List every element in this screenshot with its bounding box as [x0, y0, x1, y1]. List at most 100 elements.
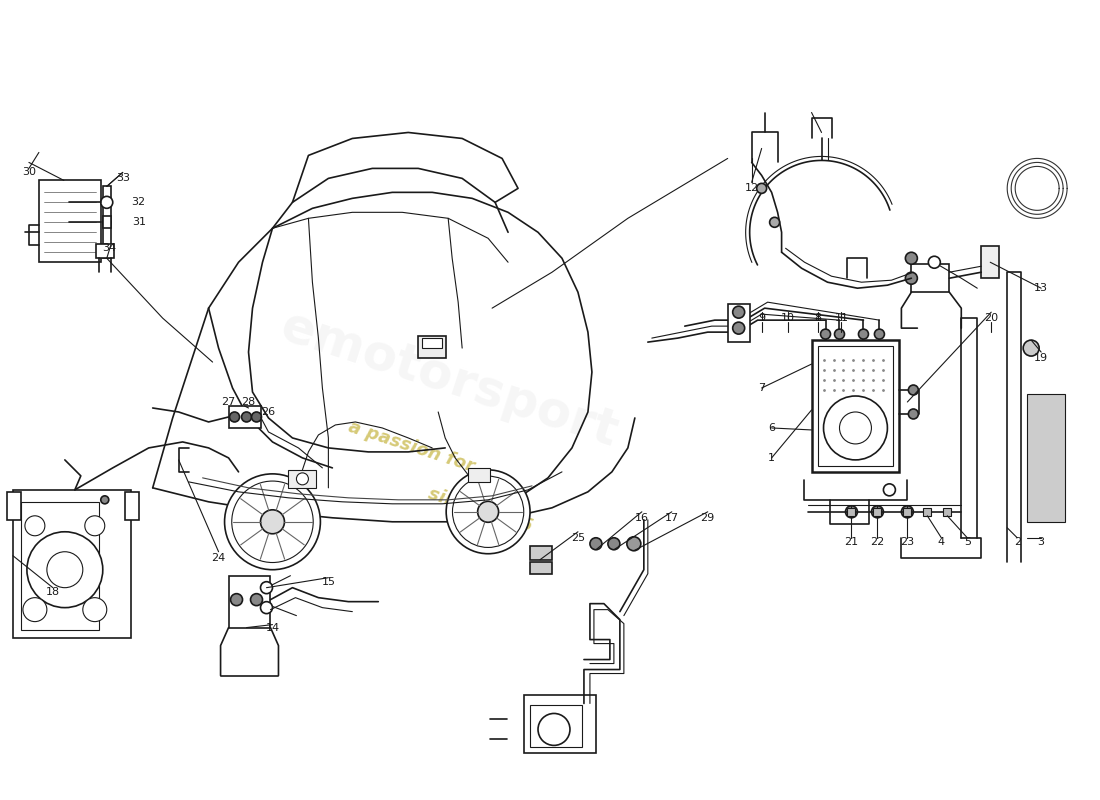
Bar [418, 336, 447, 358]
Circle shape [905, 252, 917, 264]
Circle shape [839, 412, 871, 444]
Circle shape [905, 272, 917, 284]
Text: 6: 6 [768, 423, 776, 433]
Circle shape [477, 502, 498, 522]
Circle shape [608, 538, 620, 550]
Circle shape [230, 412, 240, 422]
Bar [847, 508, 856, 516]
Bar [981, 246, 999, 278]
Text: 27: 27 [221, 397, 235, 407]
Circle shape [824, 396, 888, 460]
Text: 29: 29 [701, 513, 715, 522]
Bar [812, 340, 900, 472]
Circle shape [242, 412, 252, 422]
Bar [530, 546, 552, 560]
Bar [39, 180, 101, 262]
Text: 20: 20 [984, 313, 999, 323]
Text: emotorsport: emotorsport [275, 303, 625, 458]
Circle shape [296, 473, 308, 485]
Bar [102, 216, 111, 228]
Circle shape [82, 598, 107, 622]
Bar [944, 508, 952, 516]
Circle shape [858, 329, 868, 339]
Circle shape [821, 329, 830, 339]
Text: 25: 25 [571, 533, 585, 542]
Circle shape [733, 306, 745, 318]
Circle shape [733, 322, 745, 334]
Circle shape [224, 474, 320, 570]
Text: 22: 22 [870, 537, 884, 546]
Circle shape [627, 537, 641, 550]
Bar [124, 492, 139, 520]
Text: 33: 33 [116, 174, 130, 183]
Bar [21, 502, 99, 630]
Text: 1: 1 [768, 453, 776, 463]
Bar [13, 490, 131, 638]
Bar [530, 562, 552, 574]
Circle shape [25, 516, 45, 536]
Text: 10: 10 [781, 313, 794, 323]
Circle shape [928, 256, 940, 268]
Circle shape [261, 602, 273, 614]
Text: 28: 28 [241, 397, 255, 407]
Circle shape [101, 196, 113, 208]
Circle shape [47, 552, 82, 588]
Circle shape [23, 598, 47, 622]
Bar [288, 470, 317, 488]
Bar [873, 508, 881, 516]
Circle shape [261, 510, 285, 534]
Circle shape [757, 183, 767, 194]
Circle shape [101, 496, 109, 504]
Bar [903, 508, 912, 516]
Circle shape [871, 506, 883, 518]
Text: 2: 2 [1013, 537, 1021, 546]
Circle shape [883, 484, 895, 496]
Text: 19: 19 [1034, 353, 1048, 363]
Circle shape [85, 516, 104, 536]
Bar [7, 492, 21, 520]
Circle shape [846, 506, 858, 518]
Bar [524, 695, 596, 754]
Bar [912, 264, 949, 292]
Text: 8: 8 [814, 313, 821, 323]
Circle shape [909, 385, 918, 395]
Text: 34: 34 [101, 243, 116, 254]
Text: 23: 23 [900, 537, 914, 546]
Circle shape [909, 409, 918, 419]
Text: 26: 26 [262, 407, 276, 417]
Circle shape [102, 218, 111, 226]
Bar [422, 338, 442, 348]
Circle shape [874, 329, 884, 339]
Bar [923, 508, 932, 516]
Text: 15: 15 [321, 577, 336, 586]
Text: 32: 32 [132, 198, 146, 207]
Circle shape [901, 506, 913, 518]
Text: since 1985: since 1985 [426, 485, 535, 535]
Circle shape [590, 538, 602, 550]
Text: 14: 14 [265, 622, 279, 633]
Text: 4: 4 [938, 537, 945, 546]
Bar [102, 186, 111, 258]
Bar [530, 706, 582, 747]
Circle shape [261, 582, 273, 594]
Bar [469, 468, 491, 482]
Circle shape [26, 532, 102, 608]
Bar [229, 406, 261, 428]
Text: 24: 24 [211, 553, 226, 562]
Bar [229, 576, 271, 628]
Circle shape [447, 470, 530, 554]
Circle shape [252, 412, 262, 422]
Text: 30: 30 [22, 167, 36, 178]
Circle shape [1023, 340, 1040, 356]
Text: a passion for...: a passion for... [346, 418, 494, 482]
Bar [1027, 394, 1065, 522]
Circle shape [251, 594, 263, 606]
Text: 12: 12 [745, 183, 759, 194]
Bar [817, 346, 893, 466]
Text: 7: 7 [758, 383, 766, 393]
Text: 3: 3 [1037, 537, 1045, 546]
Text: 31: 31 [132, 218, 145, 227]
Text: 16: 16 [635, 513, 649, 522]
Text: 5: 5 [964, 537, 971, 546]
Circle shape [835, 329, 845, 339]
